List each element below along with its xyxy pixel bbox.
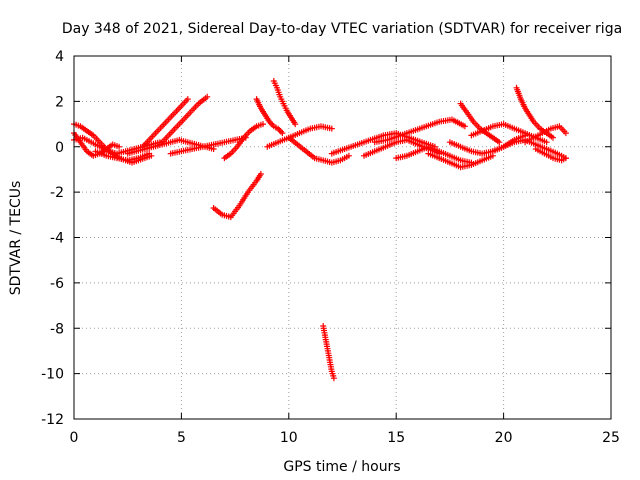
data-point <box>279 130 286 137</box>
x-tick-label: 15 <box>387 430 405 446</box>
grid-lines <box>74 56 611 419</box>
y-tick-label: -2 <box>50 185 64 201</box>
axis-ticks: 0 5 10 15 20 25 -12 -10 -8 -6 -4 -2 0 2 4 <box>41 49 620 446</box>
data-point <box>550 134 556 141</box>
y-tick-label: -12 <box>41 412 64 428</box>
data-point <box>260 121 266 128</box>
chart-title: Day 348 of 2021, Sidereal Day-to-day VTE… <box>62 21 622 37</box>
data-point <box>146 150 153 157</box>
series-arc-19 <box>393 143 475 166</box>
series-arc-11 <box>253 96 286 137</box>
data-point <box>116 143 123 150</box>
data-point <box>496 139 503 146</box>
y-tick-label: -6 <box>50 276 64 292</box>
series-arc-10 <box>221 121 266 162</box>
data-point <box>562 130 569 137</box>
y-axis-label: SDTVAR / TECUs <box>8 181 24 296</box>
series-arc-22 <box>457 100 503 146</box>
series-arc-27 <box>532 146 569 164</box>
data-point <box>562 155 569 162</box>
data-point <box>330 375 337 382</box>
data-point <box>257 171 264 177</box>
series-arc-6 <box>139 96 191 150</box>
series-arc-25 <box>513 84 556 141</box>
series-arc-14 <box>285 134 352 166</box>
y-tick-label: -4 <box>50 231 64 247</box>
series-arc-7 <box>156 93 211 148</box>
x-tick-label: 25 <box>602 430 620 446</box>
data-point <box>292 121 299 128</box>
series-arc-26 <box>522 123 569 146</box>
x-tick-label: 10 <box>280 430 298 446</box>
y-tick-label: 4 <box>55 49 64 65</box>
series-arc-15 <box>320 323 337 382</box>
series-arc-18 <box>371 116 468 146</box>
x-tick-label: 5 <box>177 430 186 446</box>
y-tick-label: -8 <box>50 321 64 337</box>
data-point <box>461 123 468 130</box>
y-tick-label: 0 <box>55 140 64 156</box>
x-axis-label: GPS time / hours <box>283 459 400 475</box>
data-point <box>184 96 191 103</box>
series-arc-12 <box>270 78 299 128</box>
y-tick-label: -10 <box>41 367 64 383</box>
data-point <box>345 152 352 159</box>
y-tick-label: 2 <box>55 94 64 110</box>
series-arc-4 <box>92 148 153 164</box>
data-point <box>543 139 550 146</box>
x-tick-label: 0 <box>70 430 79 446</box>
data-point <box>204 93 211 100</box>
series-arc-9 <box>210 171 264 221</box>
series-arc-20 <box>425 150 496 171</box>
data-point <box>328 125 335 132</box>
x-tick-label: 20 <box>495 430 513 446</box>
data-points <box>71 78 569 382</box>
